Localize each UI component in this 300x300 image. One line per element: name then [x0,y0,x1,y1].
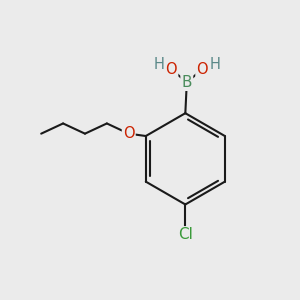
Text: O: O [123,126,134,141]
Text: H: H [209,57,220,72]
Text: O: O [166,62,177,77]
Text: O: O [196,62,208,77]
Text: B: B [182,75,192,90]
Text: H: H [153,57,164,72]
Text: Cl: Cl [178,227,193,242]
